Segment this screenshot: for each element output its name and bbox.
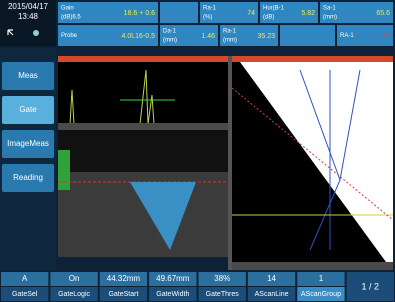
menu-label[interactable]: Meas — [18, 71, 38, 80]
footer-label[interactable]: GateThres — [206, 291, 240, 298]
param-label: Probe — [61, 33, 78, 39]
param-label: Gain — [61, 6, 74, 12]
footer-label[interactable]: AScanGroup — [301, 291, 341, 298]
screen: 2015/04/17 13:48 Gain (dB)6.5 18.6 + 0.6 Ra… — [0, 0, 395, 302]
menu-label[interactable]: Reading — [13, 173, 43, 182]
footer-label[interactable]: GateSel — [12, 291, 38, 298]
page: 2015/04/17 13:48 Gain (dB)6.5 18.6 + 0.6 Ra… — [0, 0, 395, 302]
param-value: 1.46 — [201, 33, 215, 40]
param-value: 4.0L16-0.5 — [122, 33, 156, 40]
param-sub: (dB)6.5 — [61, 15, 81, 21]
param-value: 5.82 — [301, 10, 315, 17]
param-value: 65.6 — [376, 10, 390, 17]
param-label: Ra-1 — [203, 6, 217, 12]
footer-value[interactable]: 38% — [214, 274, 230, 283]
param-label: Sa-1 — [323, 6, 336, 12]
footer-value[interactable]: 14 — [267, 274, 276, 283]
footer-value[interactable]: 44.32mm — [107, 274, 141, 283]
param-value: 74 — [247, 10, 255, 17]
param-label: Hur(B-1 — [263, 6, 285, 12]
param-value: 18.6 + 0.6 — [124, 10, 155, 17]
param-label: Da-1 — [163, 29, 177, 35]
param-cell — [160, 2, 198, 23]
footer-value[interactable]: 1 — [319, 274, 324, 283]
param-label: RA-1 — [340, 33, 354, 39]
param-cell — [280, 25, 335, 46]
footer-label[interactable]: GateWidth — [156, 291, 189, 298]
footer-label[interactable]: GateStart — [108, 291, 138, 298]
splitter — [228, 56, 232, 270]
ascan-scale — [58, 123, 228, 130]
param-value: 35.23 — [257, 33, 275, 40]
param-sub: (%) — [203, 15, 212, 21]
time: 13:48 — [18, 12, 39, 21]
param-label: Ra-1 — [223, 29, 237, 35]
menu-label[interactable]: ImageMeas — [7, 139, 49, 148]
param-value: -17 — [380, 33, 390, 40]
footer-label[interactable]: AScanLine — [255, 291, 289, 298]
footer-value[interactable]: 49.67mm — [156, 274, 190, 283]
footer-label[interactable]: GateLogic — [58, 291, 90, 298]
param-sub: (dB) — [263, 15, 274, 21]
footer-value[interactable]: A — [22, 274, 28, 283]
color-bar — [58, 150, 70, 190]
bscan-top — [58, 130, 228, 172]
menu-label[interactable]: Gate — [19, 105, 37, 114]
page-indicator[interactable]: 1 / 2 — [362, 281, 380, 291]
footer-value[interactable]: On — [69, 274, 80, 283]
param-sub: (mm) — [163, 38, 177, 44]
param-sub: (mm) — [323, 15, 337, 21]
sscan-scale — [232, 262, 393, 270]
date: 2015/04/17 — [8, 2, 49, 11]
ascan-status-bar — [58, 56, 228, 62]
icon-probe — [33, 30, 39, 36]
param-sub: (mm) — [223, 38, 237, 44]
sscan-status-bar — [232, 56, 393, 62]
